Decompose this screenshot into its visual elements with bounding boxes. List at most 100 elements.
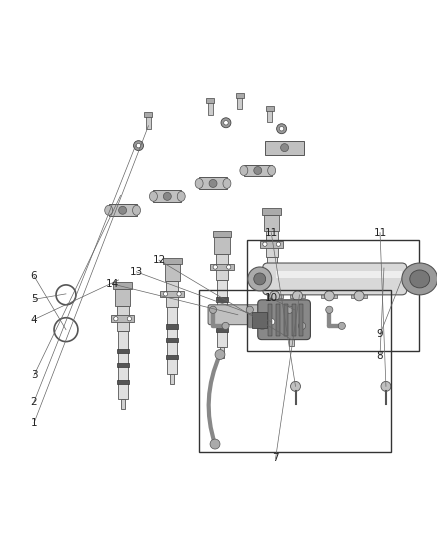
Circle shape <box>119 206 127 214</box>
Circle shape <box>268 319 275 325</box>
Bar <box>117 349 129 353</box>
Circle shape <box>209 180 217 188</box>
Circle shape <box>263 242 267 246</box>
Bar <box>276 271 402 278</box>
Ellipse shape <box>223 179 231 188</box>
Bar <box>166 355 178 359</box>
Bar <box>166 338 178 342</box>
Circle shape <box>127 317 131 321</box>
Ellipse shape <box>149 191 157 201</box>
Bar <box>351 290 367 298</box>
Bar <box>170 374 174 384</box>
Bar <box>300 304 304 336</box>
Bar <box>145 112 152 117</box>
Circle shape <box>222 322 229 329</box>
FancyBboxPatch shape <box>263 263 407 295</box>
Ellipse shape <box>105 205 113 215</box>
Circle shape <box>254 273 266 285</box>
Circle shape <box>276 242 280 246</box>
Circle shape <box>221 118 231 128</box>
Ellipse shape <box>240 166 248 175</box>
Bar <box>199 177 227 189</box>
Text: 7: 7 <box>272 454 279 463</box>
Text: 2: 2 <box>31 397 37 407</box>
Bar <box>237 97 242 109</box>
Circle shape <box>163 192 171 200</box>
Bar <box>267 257 277 325</box>
Bar <box>321 290 337 298</box>
Text: 14: 14 <box>106 279 119 289</box>
Bar <box>267 290 283 298</box>
Bar <box>247 240 419 351</box>
Bar <box>264 215 279 231</box>
Bar <box>268 304 272 336</box>
Ellipse shape <box>268 166 276 175</box>
Bar <box>267 110 272 122</box>
Bar <box>160 290 184 297</box>
Circle shape <box>213 265 217 269</box>
Bar <box>163 257 182 264</box>
Circle shape <box>259 322 266 329</box>
Bar <box>213 231 231 238</box>
Bar <box>216 297 228 302</box>
Bar <box>120 399 125 409</box>
Bar <box>208 102 212 115</box>
Circle shape <box>224 120 228 125</box>
Bar <box>199 290 391 452</box>
Circle shape <box>298 322 306 329</box>
Circle shape <box>286 306 293 313</box>
Circle shape <box>210 439 220 449</box>
FancyBboxPatch shape <box>258 300 311 340</box>
Bar <box>266 231 278 257</box>
Bar <box>244 165 272 176</box>
Circle shape <box>290 382 300 391</box>
Circle shape <box>265 315 279 329</box>
Bar <box>252 312 267 328</box>
Bar <box>217 280 227 348</box>
Text: 3: 3 <box>31 370 37 380</box>
Bar <box>117 363 129 367</box>
Bar <box>216 254 228 280</box>
Circle shape <box>134 141 144 151</box>
Bar <box>265 141 304 155</box>
Bar <box>262 208 281 215</box>
Bar <box>166 281 178 306</box>
Bar <box>216 328 228 332</box>
Bar <box>265 305 278 309</box>
Circle shape <box>326 306 333 313</box>
Text: 12: 12 <box>152 255 166 265</box>
Circle shape <box>293 291 303 301</box>
Ellipse shape <box>402 263 438 295</box>
Bar <box>214 238 230 254</box>
Bar <box>220 348 224 358</box>
Circle shape <box>338 322 346 329</box>
Circle shape <box>281 144 289 151</box>
Circle shape <box>163 292 168 296</box>
Bar <box>266 106 274 111</box>
Bar <box>111 316 134 322</box>
Bar <box>206 99 214 103</box>
Text: 5: 5 <box>31 294 37 304</box>
Text: 11: 11 <box>374 228 387 238</box>
Text: 6: 6 <box>31 271 37 281</box>
Ellipse shape <box>133 205 141 215</box>
Circle shape <box>254 166 262 174</box>
Bar <box>265 274 278 279</box>
Bar <box>289 334 294 345</box>
Circle shape <box>209 306 217 313</box>
Circle shape <box>246 306 253 313</box>
Bar <box>113 282 132 289</box>
Text: 1: 1 <box>31 418 37 428</box>
Bar <box>117 332 128 399</box>
Bar <box>236 93 244 98</box>
Circle shape <box>114 317 118 321</box>
Circle shape <box>270 291 279 301</box>
Circle shape <box>354 291 364 301</box>
Bar <box>283 304 288 336</box>
FancyBboxPatch shape <box>208 305 267 325</box>
Bar <box>269 325 274 335</box>
Bar <box>115 289 130 306</box>
Bar <box>146 116 151 129</box>
Bar <box>153 190 181 203</box>
Text: 9: 9 <box>377 329 383 340</box>
